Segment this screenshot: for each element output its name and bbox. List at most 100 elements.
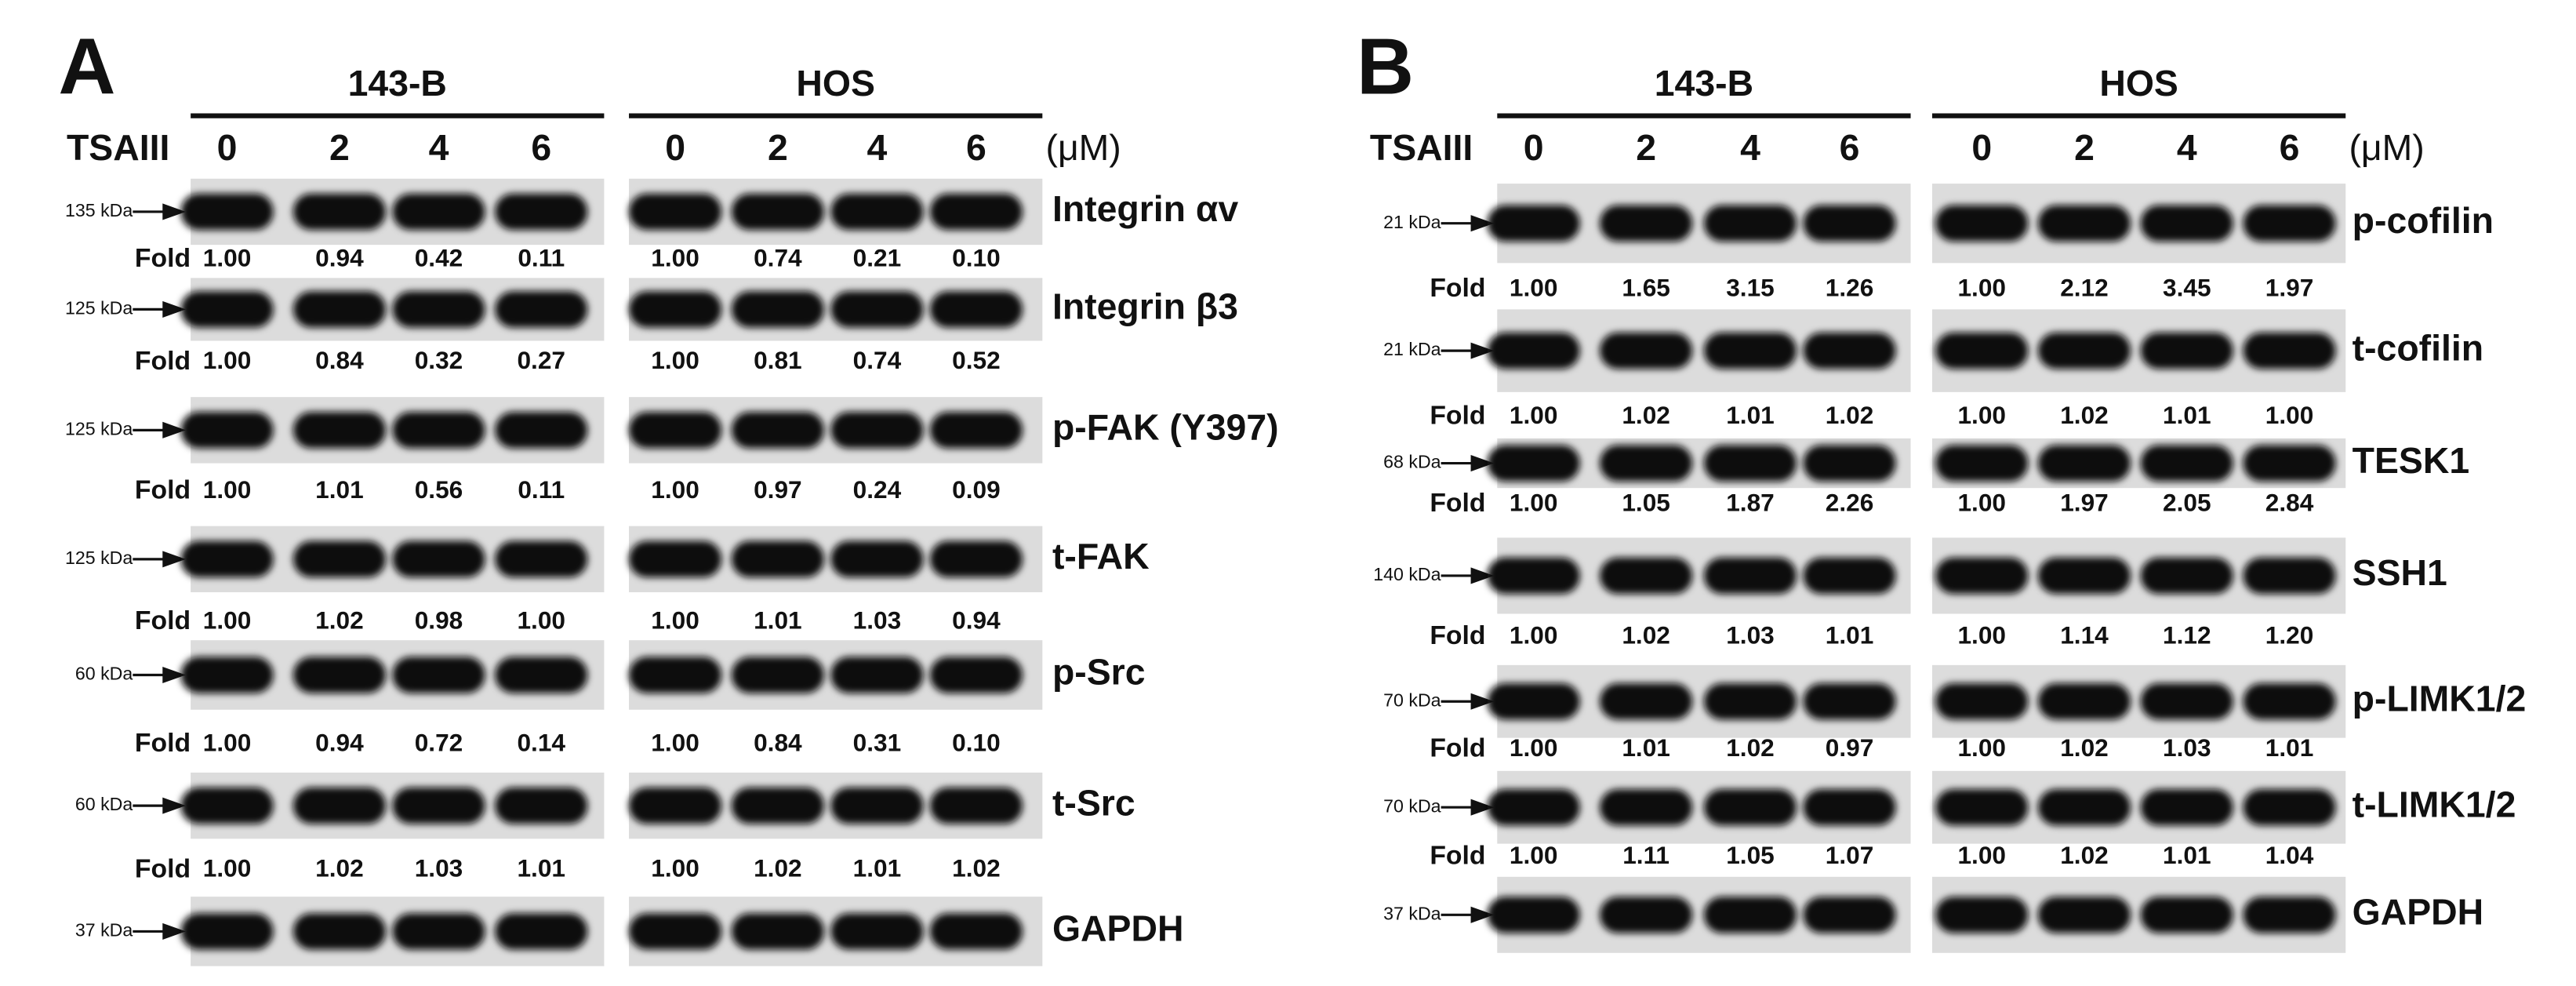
fold-label: Fold bbox=[135, 243, 191, 273]
fold-value: 0.98 bbox=[415, 606, 463, 634]
fold-value: 1.00 bbox=[1510, 620, 1558, 649]
band bbox=[1803, 557, 1896, 595]
band bbox=[495, 913, 588, 950]
fold-value: 1.00 bbox=[203, 243, 252, 271]
kda-marker: 68 kDa bbox=[1383, 452, 1441, 472]
kda-marker: 37 kDa bbox=[75, 920, 133, 941]
protein-label: TESK1 bbox=[2353, 440, 2469, 481]
fold-value: 0.74 bbox=[754, 243, 802, 271]
band bbox=[1703, 557, 1797, 595]
band bbox=[2037, 557, 2131, 595]
marker-arrowhead bbox=[162, 421, 186, 438]
band bbox=[1803, 445, 1896, 482]
dose-label: 6 bbox=[531, 127, 551, 168]
band bbox=[1600, 789, 1693, 826]
band bbox=[495, 412, 588, 449]
protein-label: Integrin αv bbox=[1052, 188, 1238, 229]
band bbox=[629, 193, 722, 231]
band bbox=[1600, 683, 1693, 720]
dose-label: 0 bbox=[1971, 127, 1992, 168]
fold-value: 1.00 bbox=[1510, 841, 1558, 869]
marker-arrowhead bbox=[162, 922, 186, 940]
protein-label: GAPDH bbox=[1052, 908, 1183, 949]
fold-value: 1.97 bbox=[2265, 273, 2314, 301]
fold-value: 0.97 bbox=[1826, 733, 1874, 762]
band bbox=[629, 787, 722, 824]
band bbox=[830, 412, 924, 449]
fold-value: 1.00 bbox=[1510, 489, 1558, 517]
fold-value: 1.87 bbox=[1726, 489, 1775, 517]
band bbox=[392, 540, 485, 578]
fold-value: 1.02 bbox=[1622, 620, 1670, 649]
fold-value: 1.00 bbox=[1957, 620, 2006, 649]
fold-value: 1.00 bbox=[1957, 273, 2006, 301]
fold-label: Fold bbox=[135, 475, 191, 504]
fold-value: 2.05 bbox=[2163, 489, 2211, 517]
band bbox=[180, 540, 274, 578]
band bbox=[929, 787, 1023, 824]
treatment-label: TSAIII bbox=[1370, 127, 1473, 168]
fold-label: Fold bbox=[1430, 400, 1485, 430]
fold-value: 1.02 bbox=[1726, 733, 1775, 762]
fold-value: 1.00 bbox=[1957, 733, 2006, 762]
band bbox=[292, 913, 387, 950]
band bbox=[1935, 332, 2029, 369]
band bbox=[2140, 445, 2233, 482]
band bbox=[1600, 897, 1693, 933]
fold-value: 0.09 bbox=[952, 475, 1001, 504]
panel-letter: B bbox=[1357, 23, 1414, 111]
marker-arrowhead bbox=[162, 300, 186, 318]
fold-value: 1.00 bbox=[1510, 733, 1558, 762]
fold-value: 1.02 bbox=[2060, 733, 2109, 762]
fold-value: 1.01 bbox=[754, 606, 802, 634]
band bbox=[180, 193, 274, 231]
fold-value: 1.00 bbox=[1510, 273, 1558, 301]
band bbox=[830, 540, 924, 578]
fold-value: 1.00 bbox=[1957, 489, 2006, 517]
fold-value: 1.65 bbox=[1622, 273, 1670, 301]
protein-label: p-FAK (Y397) bbox=[1052, 407, 1279, 448]
band bbox=[629, 291, 722, 328]
band bbox=[2037, 683, 2131, 720]
band bbox=[1600, 445, 1693, 482]
fold-value: 1.00 bbox=[1510, 401, 1558, 429]
fold-value: 1.02 bbox=[315, 854, 364, 882]
fold-value: 1.02 bbox=[1622, 401, 1670, 429]
cell-line-label: HOS bbox=[796, 63, 875, 104]
band bbox=[1935, 557, 2029, 595]
fold-value: 0.27 bbox=[517, 346, 565, 374]
marker-arrowhead bbox=[1470, 799, 1495, 816]
band bbox=[1487, 557, 1580, 595]
band bbox=[392, 913, 485, 950]
protein-label: GAPDH bbox=[2353, 892, 2483, 933]
band bbox=[731, 657, 824, 693]
fold-value: 0.97 bbox=[754, 475, 802, 504]
marker-arrowhead bbox=[1470, 454, 1495, 472]
fold-value: 3.45 bbox=[2163, 273, 2211, 301]
band bbox=[929, 291, 1023, 328]
kda-marker: 21 kDa bbox=[1383, 339, 1441, 359]
dose-label: 6 bbox=[966, 127, 986, 168]
fold-label: Fold bbox=[135, 606, 191, 635]
fold-value: 1.01 bbox=[1726, 401, 1775, 429]
protein-label: SSH1 bbox=[2353, 552, 2447, 593]
fold-value: 1.00 bbox=[203, 475, 252, 504]
band bbox=[1487, 897, 1580, 933]
marker-arrowhead bbox=[1470, 567, 1495, 584]
band bbox=[1803, 332, 1896, 369]
band bbox=[495, 193, 588, 231]
fold-value: 0.52 bbox=[952, 346, 1001, 374]
band bbox=[1803, 205, 1896, 242]
band bbox=[180, 913, 274, 950]
fold-value: 1.03 bbox=[2163, 733, 2211, 762]
fold-value: 0.94 bbox=[315, 243, 364, 271]
fold-value: 1.01 bbox=[2163, 401, 2211, 429]
band bbox=[629, 913, 722, 950]
fold-value: 0.94 bbox=[315, 728, 364, 756]
band bbox=[1935, 445, 2029, 482]
band bbox=[731, 913, 824, 950]
dose-label: 6 bbox=[2280, 127, 2300, 168]
band bbox=[392, 193, 485, 231]
band bbox=[1935, 897, 2029, 933]
